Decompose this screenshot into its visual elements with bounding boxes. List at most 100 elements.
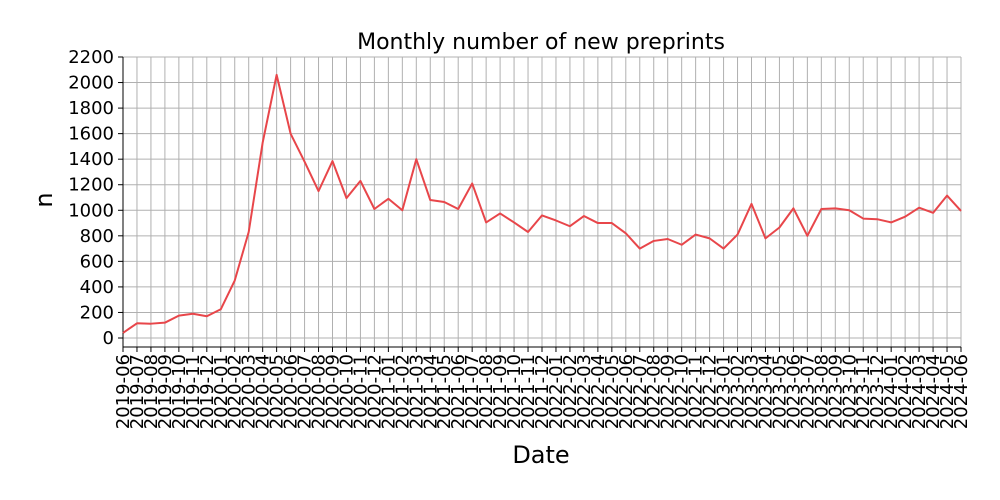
x-tick-label: 2019-10 bbox=[169, 354, 190, 429]
data-point bbox=[737, 234, 739, 236]
data-point bbox=[206, 315, 208, 317]
data-point bbox=[401, 209, 403, 211]
data-point bbox=[192, 313, 194, 315]
x-tick-label: 2023-03 bbox=[742, 354, 763, 429]
x-tick-label: 2019-07 bbox=[127, 354, 148, 429]
x-tick-label: 2022-09 bbox=[658, 354, 679, 429]
data-point bbox=[667, 238, 669, 240]
data-point bbox=[569, 225, 571, 227]
data-point bbox=[220, 308, 222, 310]
x-tick-label: 2023-06 bbox=[783, 354, 804, 429]
x-tick-label: 2021-07 bbox=[462, 354, 483, 429]
data-point bbox=[318, 190, 320, 192]
data-point bbox=[876, 218, 878, 220]
x-tick-label: 2019-12 bbox=[197, 354, 218, 429]
data-point bbox=[373, 208, 375, 210]
x-tick-label: 2021-03 bbox=[406, 354, 427, 429]
data-point bbox=[555, 219, 557, 221]
x-tick-label: 2021-05 bbox=[434, 354, 455, 429]
data-point bbox=[820, 208, 822, 210]
x-tick-label: 2020-11 bbox=[350, 354, 371, 429]
x-axis-label: Date bbox=[512, 441, 569, 469]
x-tick-label: 2021-01 bbox=[378, 354, 399, 429]
data-point bbox=[499, 212, 501, 214]
x-tick-label: 2024-05 bbox=[937, 354, 958, 429]
x-tick-label: 2023-10 bbox=[839, 354, 860, 429]
data-point bbox=[304, 161, 306, 163]
x-tick-label: 2022-10 bbox=[672, 354, 693, 429]
data-point bbox=[290, 133, 292, 135]
data-point bbox=[848, 209, 850, 211]
data-point bbox=[653, 240, 655, 242]
data-point bbox=[541, 214, 543, 216]
x-tick-label: 2024-06 bbox=[951, 354, 972, 429]
x-tick-label: 2019-06 bbox=[113, 354, 134, 429]
x-tick-label: 2021-10 bbox=[504, 354, 525, 429]
data-point bbox=[527, 231, 529, 233]
data-point bbox=[932, 212, 934, 214]
x-tick-label: 2023-02 bbox=[728, 354, 749, 429]
x-tick-label: 2022-08 bbox=[644, 354, 665, 429]
x-tick-label: 2020-03 bbox=[239, 354, 260, 429]
grid bbox=[122, 56, 962, 347]
data-point bbox=[890, 221, 892, 223]
data-point bbox=[764, 237, 766, 239]
data-point bbox=[262, 142, 264, 144]
x-tick-label: 2020-06 bbox=[281, 354, 302, 429]
data-point bbox=[513, 221, 515, 223]
data-point bbox=[583, 215, 585, 217]
x-tick-label: 2020-05 bbox=[267, 354, 288, 429]
data-point bbox=[946, 195, 948, 197]
x-tick-label: 2021-12 bbox=[532, 354, 553, 429]
x-tick-label: 2023-09 bbox=[825, 354, 846, 429]
x-tick-label: 2022-06 bbox=[616, 354, 637, 429]
y-tick-label: 2200 bbox=[68, 47, 114, 68]
data-point bbox=[792, 207, 794, 209]
data-point bbox=[485, 221, 487, 223]
x-tick-label: 2021-09 bbox=[490, 354, 511, 429]
x-tick-label: 2024-01 bbox=[881, 354, 902, 429]
y-tick-label: 200 bbox=[80, 302, 114, 323]
data-point bbox=[345, 197, 347, 199]
data-point bbox=[918, 207, 920, 209]
x-tick-label: 2023-01 bbox=[714, 354, 735, 429]
x-tick-label: 2019-11 bbox=[183, 354, 204, 429]
data-point bbox=[429, 199, 431, 201]
data-point bbox=[751, 203, 753, 205]
data-point bbox=[122, 332, 124, 334]
x-tick-label: 2022-05 bbox=[602, 354, 623, 429]
data-point bbox=[597, 222, 599, 224]
x-tick-label: 2023-11 bbox=[853, 354, 874, 429]
y-tick-label: 1200 bbox=[68, 175, 114, 196]
data-point bbox=[639, 248, 641, 250]
x-tick-label: 2021-02 bbox=[392, 354, 413, 429]
x-tick-label: 2022-01 bbox=[546, 354, 567, 429]
data-point bbox=[164, 322, 166, 324]
data-point bbox=[778, 227, 780, 229]
x-tick-label: 2023-05 bbox=[769, 354, 790, 429]
data-point bbox=[136, 322, 138, 324]
x-tick-label: 2024-04 bbox=[923, 354, 944, 429]
x-tick-label: 2020-02 bbox=[225, 354, 246, 429]
x-tick-label: 2022-02 bbox=[560, 354, 581, 429]
y-tick-label: 600 bbox=[80, 251, 114, 272]
x-tick-label: 2021-06 bbox=[448, 354, 469, 429]
data-point bbox=[723, 248, 725, 250]
x-tick-label: 2019-09 bbox=[155, 354, 176, 429]
data-point bbox=[709, 237, 711, 239]
y-tick-label: 1400 bbox=[68, 149, 114, 170]
x-tick-label: 2020-09 bbox=[323, 354, 344, 429]
x-tick-label: 2020-12 bbox=[364, 354, 385, 429]
series-line bbox=[122, 73, 962, 334]
y-tick-label: 2000 bbox=[68, 73, 114, 94]
x-tick-label: 2022-07 bbox=[630, 354, 651, 429]
data-point bbox=[834, 207, 836, 209]
y-axis-label: n bbox=[30, 192, 58, 207]
y-tick-label: 800 bbox=[80, 226, 114, 247]
y-tick-label: 0 bbox=[103, 328, 114, 349]
data-point bbox=[332, 160, 334, 162]
data-point bbox=[443, 201, 445, 203]
data-point bbox=[415, 158, 417, 160]
data-point bbox=[248, 231, 250, 233]
